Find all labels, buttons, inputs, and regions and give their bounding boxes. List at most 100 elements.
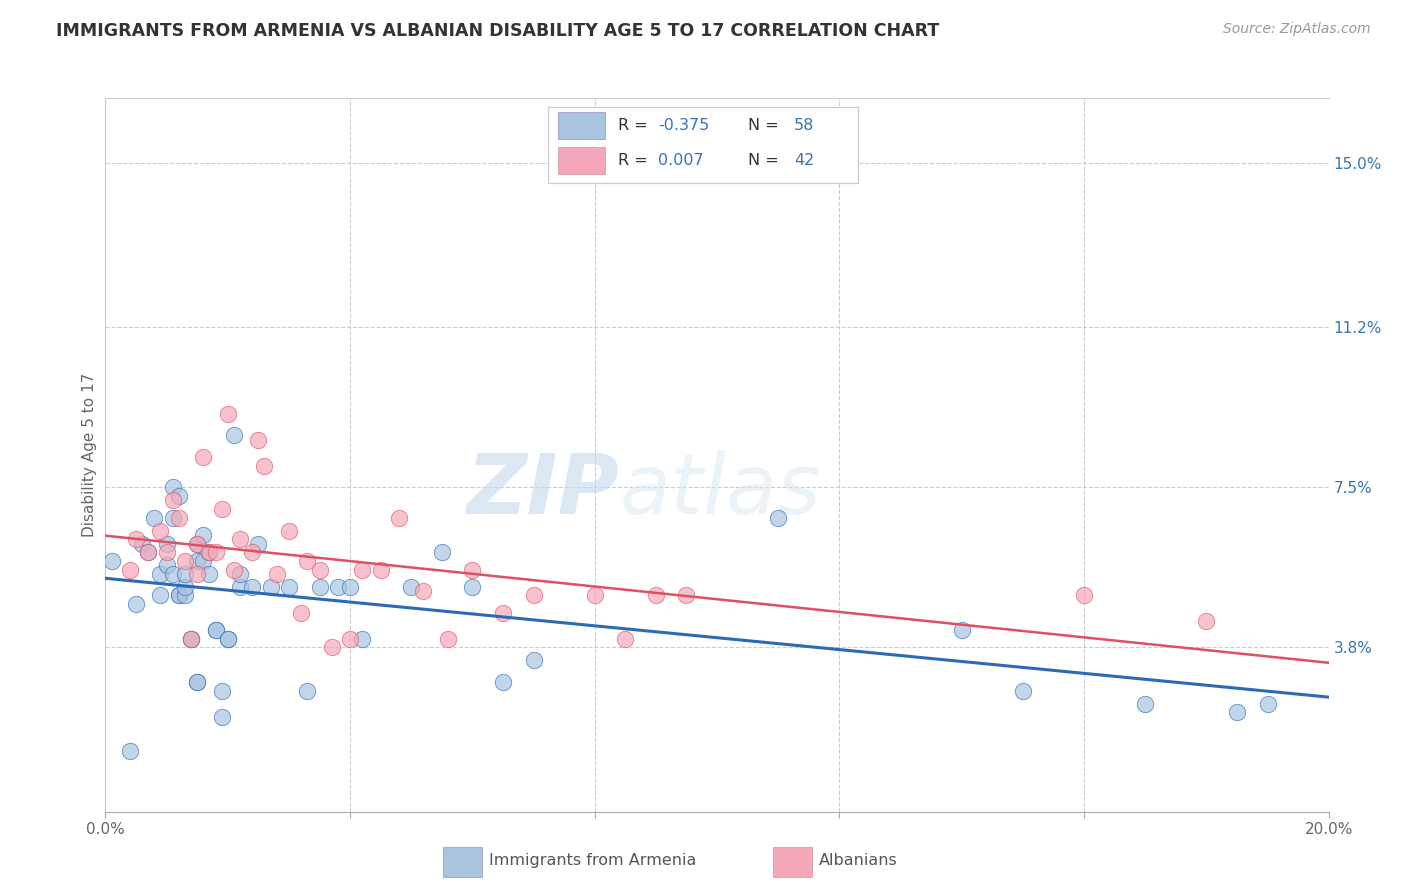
Point [412,584,434,599]
Point [193,528,215,542]
Text: N =: N = [748,153,783,168]
Point [186,536,208,550]
Point [266,566,288,581]
Point [326,580,349,594]
Point [125,533,148,547]
Text: atlas: atlas [619,450,821,531]
Point [186,536,208,550]
Point [240,545,263,559]
Point [217,632,239,646]
Text: 58: 58 [794,118,814,133]
Point [352,632,374,646]
Text: 0.007: 0.007 [658,153,703,168]
Point [247,433,270,447]
Bar [773,847,813,877]
Point [675,589,697,603]
Point [229,533,252,547]
Text: R =: R = [617,153,652,168]
Point [614,632,637,646]
Point [339,632,361,646]
Point [167,510,190,524]
Point [308,580,330,594]
Point [174,589,197,603]
Point [211,502,233,516]
Point [278,580,301,594]
Point [167,589,190,603]
Point [204,623,226,637]
Bar [558,112,605,139]
Text: Albanians: Albanians [818,854,898,868]
Point [180,632,202,646]
Point [118,744,141,758]
Point [768,510,790,524]
Text: ZIP: ZIP [467,450,619,531]
Point [1011,683,1033,698]
Point [211,709,233,723]
Point [370,562,392,576]
Point [253,458,276,473]
Point [136,545,159,559]
Point [278,524,301,538]
Point [174,554,197,568]
Point [174,566,197,581]
Point [167,589,190,603]
Point [523,653,546,667]
Point [180,632,202,646]
Point [204,545,226,559]
Point [155,545,177,559]
Point [229,580,252,594]
Point [430,545,453,559]
Point [461,562,484,576]
Point [388,510,411,524]
Point [100,554,122,568]
Text: 42: 42 [794,153,814,168]
Text: -0.375: -0.375 [658,118,709,133]
Point [492,675,515,690]
Point [297,554,319,568]
Point [162,510,184,524]
Point [1256,697,1278,711]
Point [162,493,184,508]
Point [186,566,208,581]
Bar [558,147,605,174]
Point [180,632,202,646]
Point [308,562,330,576]
Point [174,580,197,594]
Point [401,580,423,594]
Point [186,675,208,690]
Point [198,545,221,559]
Point [167,489,190,503]
Point [186,554,208,568]
Point [162,566,184,581]
Point [162,480,184,494]
Point [321,640,343,655]
Text: R =: R = [617,118,652,133]
Point [222,428,245,442]
Point [1133,697,1156,711]
Point [461,580,484,594]
Point [149,589,172,603]
Point [240,580,263,594]
Point [437,632,460,646]
Text: IMMIGRANTS FROM ARMENIA VS ALBANIAN DISABILITY AGE 5 TO 17 CORRELATION CHART: IMMIGRANTS FROM ARMENIA VS ALBANIAN DISA… [56,22,939,40]
Point [297,683,319,698]
Point [149,524,172,538]
Point [583,589,606,603]
Point [211,683,233,698]
Point [131,536,153,550]
Bar [443,847,481,877]
Point [155,536,177,550]
Point [1226,705,1249,719]
Point [193,450,215,464]
Point [204,623,226,637]
Point [644,589,666,603]
Y-axis label: Disability Age 5 to 17: Disability Age 5 to 17 [82,373,97,537]
Point [352,562,374,576]
Text: Immigrants from Armenia: Immigrants from Armenia [489,854,696,868]
Point [259,580,281,594]
Point [523,589,546,603]
Point [339,580,361,594]
Point [247,536,270,550]
Point [198,566,221,581]
Point [125,597,148,611]
